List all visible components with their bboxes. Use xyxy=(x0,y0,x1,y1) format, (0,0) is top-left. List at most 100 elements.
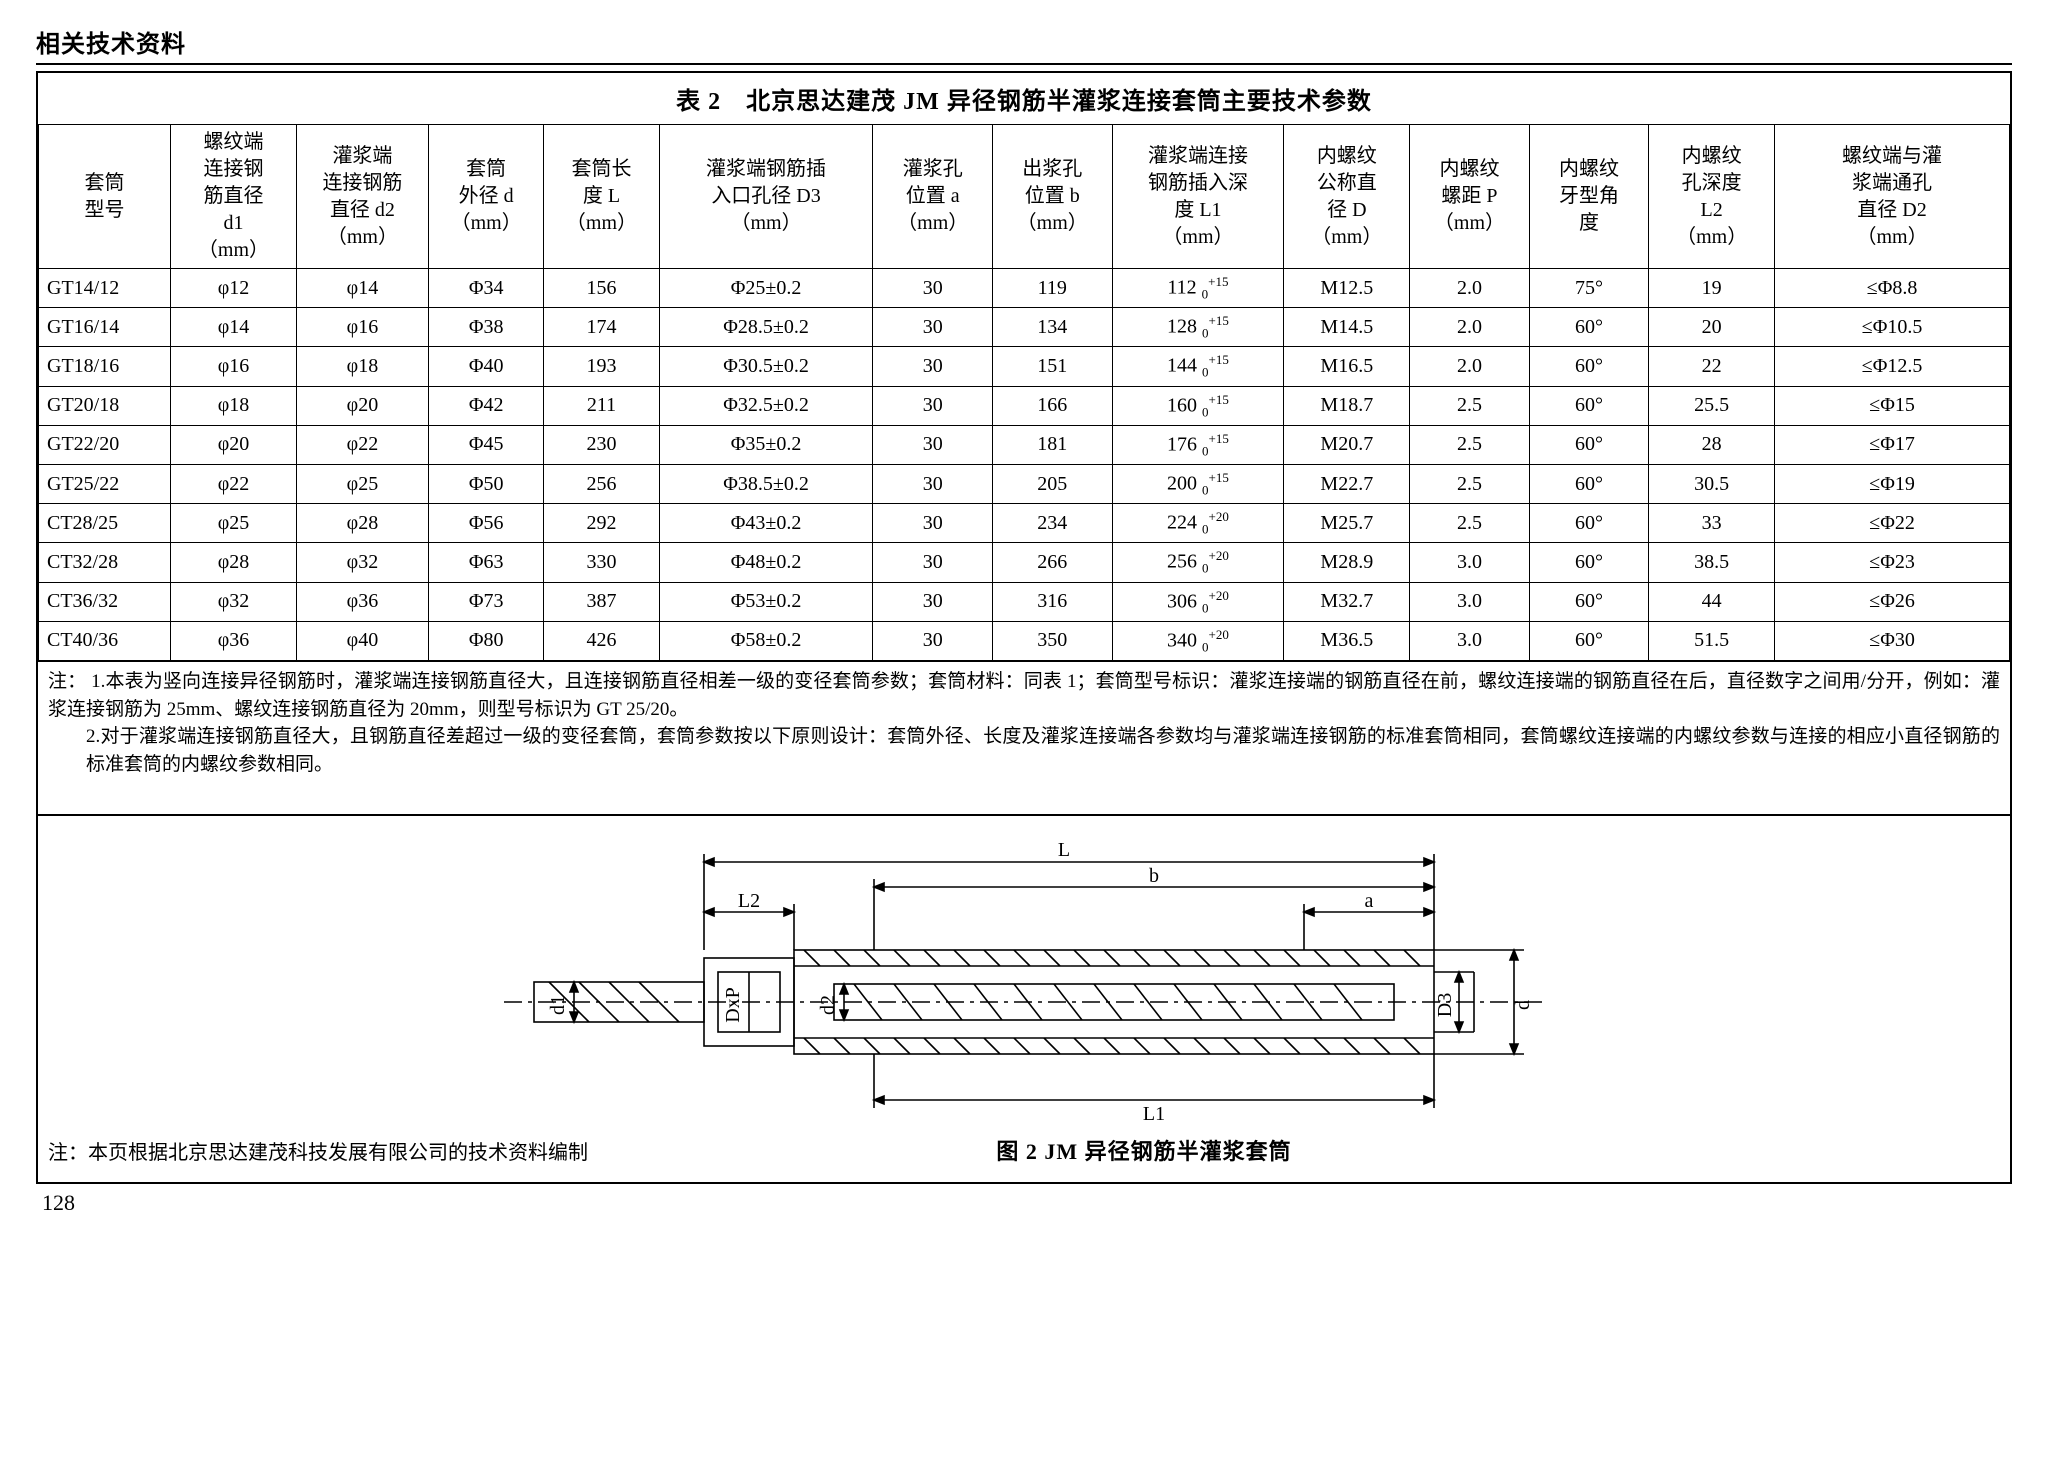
table-cell: ≤Φ30 xyxy=(1775,621,2010,660)
table-cell: Φ25±0.2 xyxy=(659,269,873,308)
table-cell: 166 xyxy=(992,386,1112,425)
table-cell: φ36 xyxy=(171,621,297,660)
note-item: 2.对于灌浆端连接钢筋直径大，且钢筋直径差超过一级的变径套筒，套筒参数按以下原则… xyxy=(48,723,2000,778)
table-header-cell: 套筒外径 d（mm） xyxy=(428,125,543,269)
table-cell: GT20/18 xyxy=(39,386,171,425)
table-cell: M14.5 xyxy=(1284,308,1410,347)
dim-label-d: d xyxy=(1512,1000,1534,1010)
table-cell: Φ48±0.2 xyxy=(659,543,873,582)
table-row: GT25/22φ22φ25Φ50256Φ38.5±0.230205200 0+1… xyxy=(39,465,2010,504)
table-cell: 60° xyxy=(1529,582,1649,621)
figure-source: 注：本页根据北京思达建茂科技发展有限公司的技术资料编制 xyxy=(48,1136,588,1165)
table-cell: Φ28.5±0.2 xyxy=(659,308,873,347)
table-cell: 30 xyxy=(873,308,993,347)
table-cell: 30 xyxy=(873,543,993,582)
table-cell: Φ56 xyxy=(428,504,543,543)
table-cell: 387 xyxy=(544,582,659,621)
table-cell: 60° xyxy=(1529,425,1649,464)
table-cell: 134 xyxy=(992,308,1112,347)
table-cell: 160 0+15 xyxy=(1112,386,1284,425)
table-cell: ≤Φ15 xyxy=(1775,386,2010,425)
table-cell: 266 xyxy=(992,543,1112,582)
table-cell: φ22 xyxy=(296,425,428,464)
table-cell: 112 0+15 xyxy=(1112,269,1284,308)
table-row: CT32/28φ28φ32Φ63330Φ48±0.230266256 0+20M… xyxy=(39,543,2010,582)
page-number: 128 xyxy=(36,1190,2012,1216)
table-header-cell: 灌浆端连接钢筋插入深度 L1（mm） xyxy=(1112,125,1284,269)
table-header-cell: 灌浆端连接钢筋直径 d2（mm） xyxy=(296,125,428,269)
table-cell: 2.5 xyxy=(1410,425,1530,464)
table-cell: 75° xyxy=(1529,269,1649,308)
table-cell: 181 xyxy=(992,425,1112,464)
table-cell: φ25 xyxy=(171,504,297,543)
table-cell: 19 xyxy=(1649,269,1775,308)
table-cell: 38.5 xyxy=(1649,543,1775,582)
table-cell: 174 xyxy=(544,308,659,347)
table-cell: 426 xyxy=(544,621,659,660)
table-cell: 60° xyxy=(1529,465,1649,504)
table-cell: ≤Φ26 xyxy=(1775,582,2010,621)
table-cell: 30 xyxy=(873,582,993,621)
table-cell: Φ73 xyxy=(428,582,543,621)
table-cell: Φ45 xyxy=(428,425,543,464)
table-row: GT16/14φ14φ16Φ38174Φ28.5±0.230134128 0+1… xyxy=(39,308,2010,347)
table-cell: 306 0+20 xyxy=(1112,582,1284,621)
table-cell: 60° xyxy=(1529,621,1649,660)
table-cell: 30 xyxy=(873,425,993,464)
dim-label-L: L xyxy=(1058,839,1070,861)
table-cell: 256 0+20 xyxy=(1112,543,1284,582)
table-cell: Φ43±0.2 xyxy=(659,504,873,543)
table-cell: ≤Φ12.5 xyxy=(1775,347,2010,386)
table-cell: 28 xyxy=(1649,425,1775,464)
table-cell: M32.7 xyxy=(1284,582,1410,621)
table-cell: ≤Φ22 xyxy=(1775,504,2010,543)
table-cell: Φ30.5±0.2 xyxy=(659,347,873,386)
table-cell: 156 xyxy=(544,269,659,308)
table-cell: φ40 xyxy=(296,621,428,660)
table-cell: φ12 xyxy=(171,269,297,308)
table-cell: 60° xyxy=(1529,386,1649,425)
table-cell: φ20 xyxy=(296,386,428,425)
table-row: CT36/32φ32φ36Φ73387Φ53±0.230316306 0+20M… xyxy=(39,582,2010,621)
table-cell: 144 0+15 xyxy=(1112,347,1284,386)
table-cell: φ16 xyxy=(171,347,297,386)
table-cell: 25.5 xyxy=(1649,386,1775,425)
table-cell: 33 xyxy=(1649,504,1775,543)
table-cell: Φ58±0.2 xyxy=(659,621,873,660)
table-header-cell: 内螺纹公称直径 D（mm） xyxy=(1284,125,1410,269)
table-cell: φ36 xyxy=(296,582,428,621)
table-row: GT20/18φ18φ20Φ42211Φ32.5±0.230166160 0+1… xyxy=(39,386,2010,425)
table-cell: CT40/36 xyxy=(39,621,171,660)
table-cell: Φ38 xyxy=(428,308,543,347)
table-cell: 350 xyxy=(992,621,1112,660)
spec-table: 套筒型号螺纹端连接钢筋直径d1（mm）灌浆端连接钢筋直径 d2（mm）套筒外径 … xyxy=(38,124,2010,661)
table-cell: 3.0 xyxy=(1410,621,1530,660)
rule-top xyxy=(36,63,2012,65)
table-notes: 注： 1.本表为竖向连接异径钢筋时，灌浆端连接钢筋直径大，且连接钢筋直径相差一级… xyxy=(38,661,2010,814)
table-cell: Φ63 xyxy=(428,543,543,582)
table-header-cell: 螺纹端与灌浆端通孔直径 D2（mm） xyxy=(1775,125,2010,269)
table-cell: Φ40 xyxy=(428,347,543,386)
section-title: 相关技术资料 xyxy=(36,24,2012,59)
table-cell: Φ35±0.2 xyxy=(659,425,873,464)
dim-label-D3: D3 xyxy=(1434,993,1456,1017)
table-cell: M16.5 xyxy=(1284,347,1410,386)
table-cell: φ14 xyxy=(296,269,428,308)
dim-label-d1: d1 xyxy=(547,995,569,1015)
table-cell: φ16 xyxy=(296,308,428,347)
table-cell: 44 xyxy=(1649,582,1775,621)
table-cell: 60° xyxy=(1529,347,1649,386)
table-cell: φ18 xyxy=(296,347,428,386)
table-header-cell: 套筒长度 L（mm） xyxy=(544,125,659,269)
notes-label: 注： xyxy=(48,671,86,692)
table-row: GT22/20φ20φ22Φ45230Φ35±0.230181176 0+15M… xyxy=(39,425,2010,464)
table-cell: 51.5 xyxy=(1649,621,1775,660)
table-header-cell: 螺纹端连接钢筋直径d1（mm） xyxy=(171,125,297,269)
table-cell: φ22 xyxy=(171,465,297,504)
figure-caption: 图 2 JM 异径钢筋半灌浆套筒 xyxy=(588,1134,1700,1166)
table-cell: 230 xyxy=(544,425,659,464)
table-cell: 30 xyxy=(873,504,993,543)
table-cell: 205 xyxy=(992,465,1112,504)
table-cell: 292 xyxy=(544,504,659,543)
table-header-row: 套筒型号螺纹端连接钢筋直径d1（mm）灌浆端连接钢筋直径 d2（mm）套筒外径 … xyxy=(39,125,2010,269)
